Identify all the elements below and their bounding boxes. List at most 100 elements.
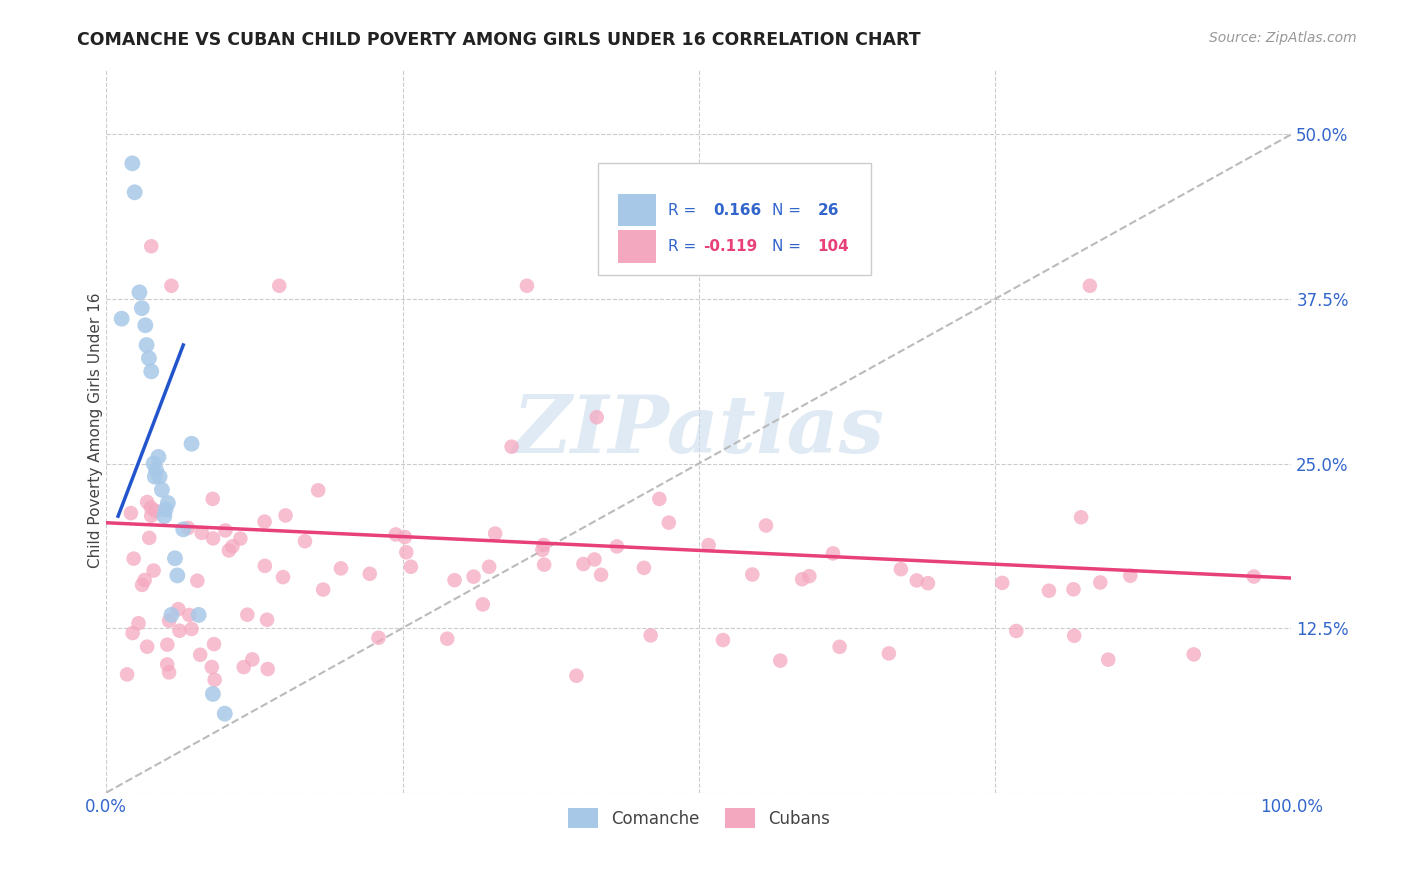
Point <box>583 552 606 566</box>
Point <box>201 491 224 506</box>
Point <box>155 502 177 516</box>
Point <box>131 578 153 592</box>
Point <box>1038 583 1060 598</box>
Point <box>150 483 173 497</box>
Point <box>274 508 297 523</box>
Point <box>134 318 156 333</box>
Point <box>271 570 294 584</box>
Point <box>156 657 179 672</box>
Point <box>148 469 170 483</box>
Point <box>533 558 555 572</box>
Point <box>1078 278 1101 293</box>
Point <box>138 531 160 545</box>
Point <box>204 673 226 687</box>
Point <box>640 628 662 642</box>
Point <box>134 573 156 587</box>
Point <box>214 706 236 721</box>
Point <box>131 301 153 315</box>
Point <box>136 640 159 654</box>
Point <box>572 557 595 571</box>
Point <box>157 665 180 680</box>
Point <box>143 469 166 483</box>
Point <box>1062 582 1084 597</box>
Text: COMANCHE VS CUBAN CHILD POVERTY AMONG GIRLS UNDER 16 CORRELATION CHART: COMANCHE VS CUBAN CHILD POVERTY AMONG GI… <box>77 31 921 49</box>
Point <box>394 530 416 544</box>
Point <box>633 561 655 575</box>
Point <box>153 509 176 524</box>
Point <box>187 607 209 622</box>
Point <box>367 631 389 645</box>
Point <box>186 574 208 588</box>
Point <box>167 602 190 616</box>
Point <box>177 521 200 535</box>
Text: Source: ZipAtlas.com: Source: ZipAtlas.com <box>1209 31 1357 45</box>
Point <box>384 527 406 541</box>
Point <box>136 495 159 509</box>
Point <box>202 532 225 546</box>
Point <box>533 538 555 552</box>
FancyBboxPatch shape <box>619 194 657 227</box>
Point <box>156 496 179 510</box>
Point <box>648 491 671 506</box>
Point <box>180 622 202 636</box>
Point <box>163 551 186 566</box>
Point <box>141 508 163 523</box>
Text: ZIPatlas: ZIPatlas <box>513 392 884 469</box>
Point <box>790 572 813 586</box>
Point <box>256 613 278 627</box>
Point <box>741 567 763 582</box>
Point <box>115 667 138 681</box>
Point <box>565 669 588 683</box>
Point <box>160 607 183 622</box>
Point <box>128 285 150 300</box>
Point <box>229 532 252 546</box>
Point <box>890 562 912 576</box>
Point <box>484 526 506 541</box>
Point <box>148 450 170 464</box>
Point <box>142 564 165 578</box>
Point <box>443 573 465 587</box>
Point <box>160 278 183 293</box>
Point <box>156 638 179 652</box>
Point <box>307 483 329 498</box>
Point <box>294 534 316 549</box>
Point <box>463 569 485 583</box>
Point <box>755 518 778 533</box>
Point <box>1090 575 1112 590</box>
Point <box>917 576 939 591</box>
Point <box>606 540 628 554</box>
Point <box>240 652 263 666</box>
Point <box>828 640 851 654</box>
Legend: Comanche, Cubans: Comanche, Cubans <box>561 801 837 835</box>
Point <box>905 574 928 588</box>
Point <box>1243 569 1265 583</box>
Point <box>501 440 523 454</box>
Text: -0.119: -0.119 <box>703 239 758 254</box>
Point <box>179 607 201 622</box>
Point <box>145 463 167 477</box>
Point <box>478 559 501 574</box>
Point <box>232 660 254 674</box>
Point <box>141 239 163 253</box>
Point <box>591 567 613 582</box>
FancyBboxPatch shape <box>598 162 870 275</box>
Point <box>253 558 276 573</box>
Point <box>121 156 143 170</box>
Point <box>1005 624 1028 638</box>
Point <box>121 626 143 640</box>
Point <box>141 364 163 378</box>
Y-axis label: Child Poverty Among Girls Under 16: Child Poverty Among Girls Under 16 <box>87 293 103 568</box>
Point <box>821 546 844 560</box>
Point <box>329 561 352 575</box>
Text: N =: N = <box>772 202 806 218</box>
Point <box>1070 510 1092 524</box>
Point <box>516 278 538 293</box>
Point <box>218 543 240 558</box>
Point <box>991 575 1014 590</box>
Point <box>253 515 276 529</box>
Point <box>127 616 149 631</box>
Point <box>138 351 160 366</box>
Text: R =: R = <box>668 239 702 254</box>
FancyBboxPatch shape <box>619 230 657 262</box>
Point <box>157 614 180 628</box>
